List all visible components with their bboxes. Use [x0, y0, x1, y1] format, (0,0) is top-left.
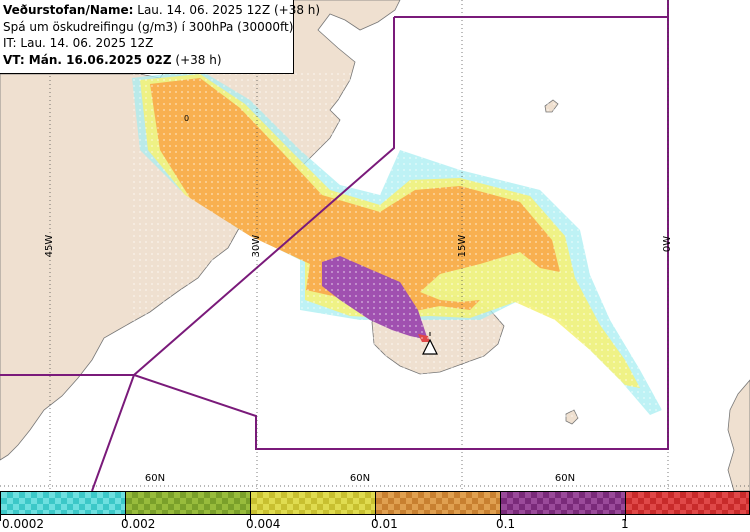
lat-label-60n-2: 60N [350, 473, 370, 484]
legend-label: 0.01 [371, 517, 398, 531]
color-scale-legend: 0.0002 0.002 0.004 0.01 0.1 1 [0, 491, 750, 532]
legend-swatch-3 [250, 491, 376, 515]
legend-swatch-1 [0, 491, 126, 515]
lon-label-0w: 0W [662, 236, 673, 252]
legend-label: 0.1 [496, 517, 516, 531]
ash-dispersion-map: 0 45W 30W 15W 0W 60N 60N 60N [0, 0, 750, 491]
legend-tick [125, 515, 126, 521]
contour-label: 0 [184, 114, 189, 123]
header-line-4: VT: Mán. 16.06.2025 02Z (+38 h) [3, 52, 293, 69]
valid-time: VT: Mán. 16.06.2025 02Z [3, 52, 172, 67]
legend-label: 0.002 [121, 517, 156, 531]
plume-texture [130, 70, 670, 420]
legend-label: 0.0002 [2, 517, 44, 531]
legend-swatch-5 [500, 491, 626, 515]
forecast-info-box: Veðurstofan/Name: Lau. 14. 06. 2025 12Z … [0, 0, 320, 74]
legend-tick [500, 515, 501, 521]
header-line-1: Veðurstofan/Name: Lau. 14. 06. 2025 12Z … [3, 2, 320, 19]
header-line-2: Spá um öskudreifingu (g/m3) í 300hPa (30… [3, 19, 294, 34]
norway-coast [727, 379, 750, 491]
legend-label: 0.004 [246, 517, 281, 531]
volcano-warning-triangle-icon [422, 332, 438, 355]
legend-label: 1 [621, 517, 629, 531]
lat-label-60n-1: 60N [145, 473, 165, 484]
header-line-3: IT: Lau. 14. 06. 2025 12Z [3, 36, 154, 50]
valid-offset: (+38 h) [171, 52, 222, 67]
legend-swatch-6 [625, 491, 750, 515]
lon-label-30w: 30W [251, 235, 262, 258]
legend-swatch-4 [375, 491, 501, 515]
issuer-label: Veðurstofan/Name: [3, 3, 134, 17]
lat-label-60n-3: 60N [555, 473, 575, 484]
lon-label-45w: 45W [44, 235, 55, 258]
lon-label-15w: 15W [457, 235, 468, 258]
issue-time: Lau. 14. 06. 2025 12Z (+38 h) [133, 3, 321, 17]
legend-swatch-2 [125, 491, 251, 515]
fir-boundary-west [0, 374, 136, 491]
legend-tick [0, 515, 1, 521]
legend-tick [375, 515, 376, 521]
graticule [0, 0, 750, 491]
legend-tick [250, 515, 251, 521]
legend-tick [625, 515, 626, 521]
